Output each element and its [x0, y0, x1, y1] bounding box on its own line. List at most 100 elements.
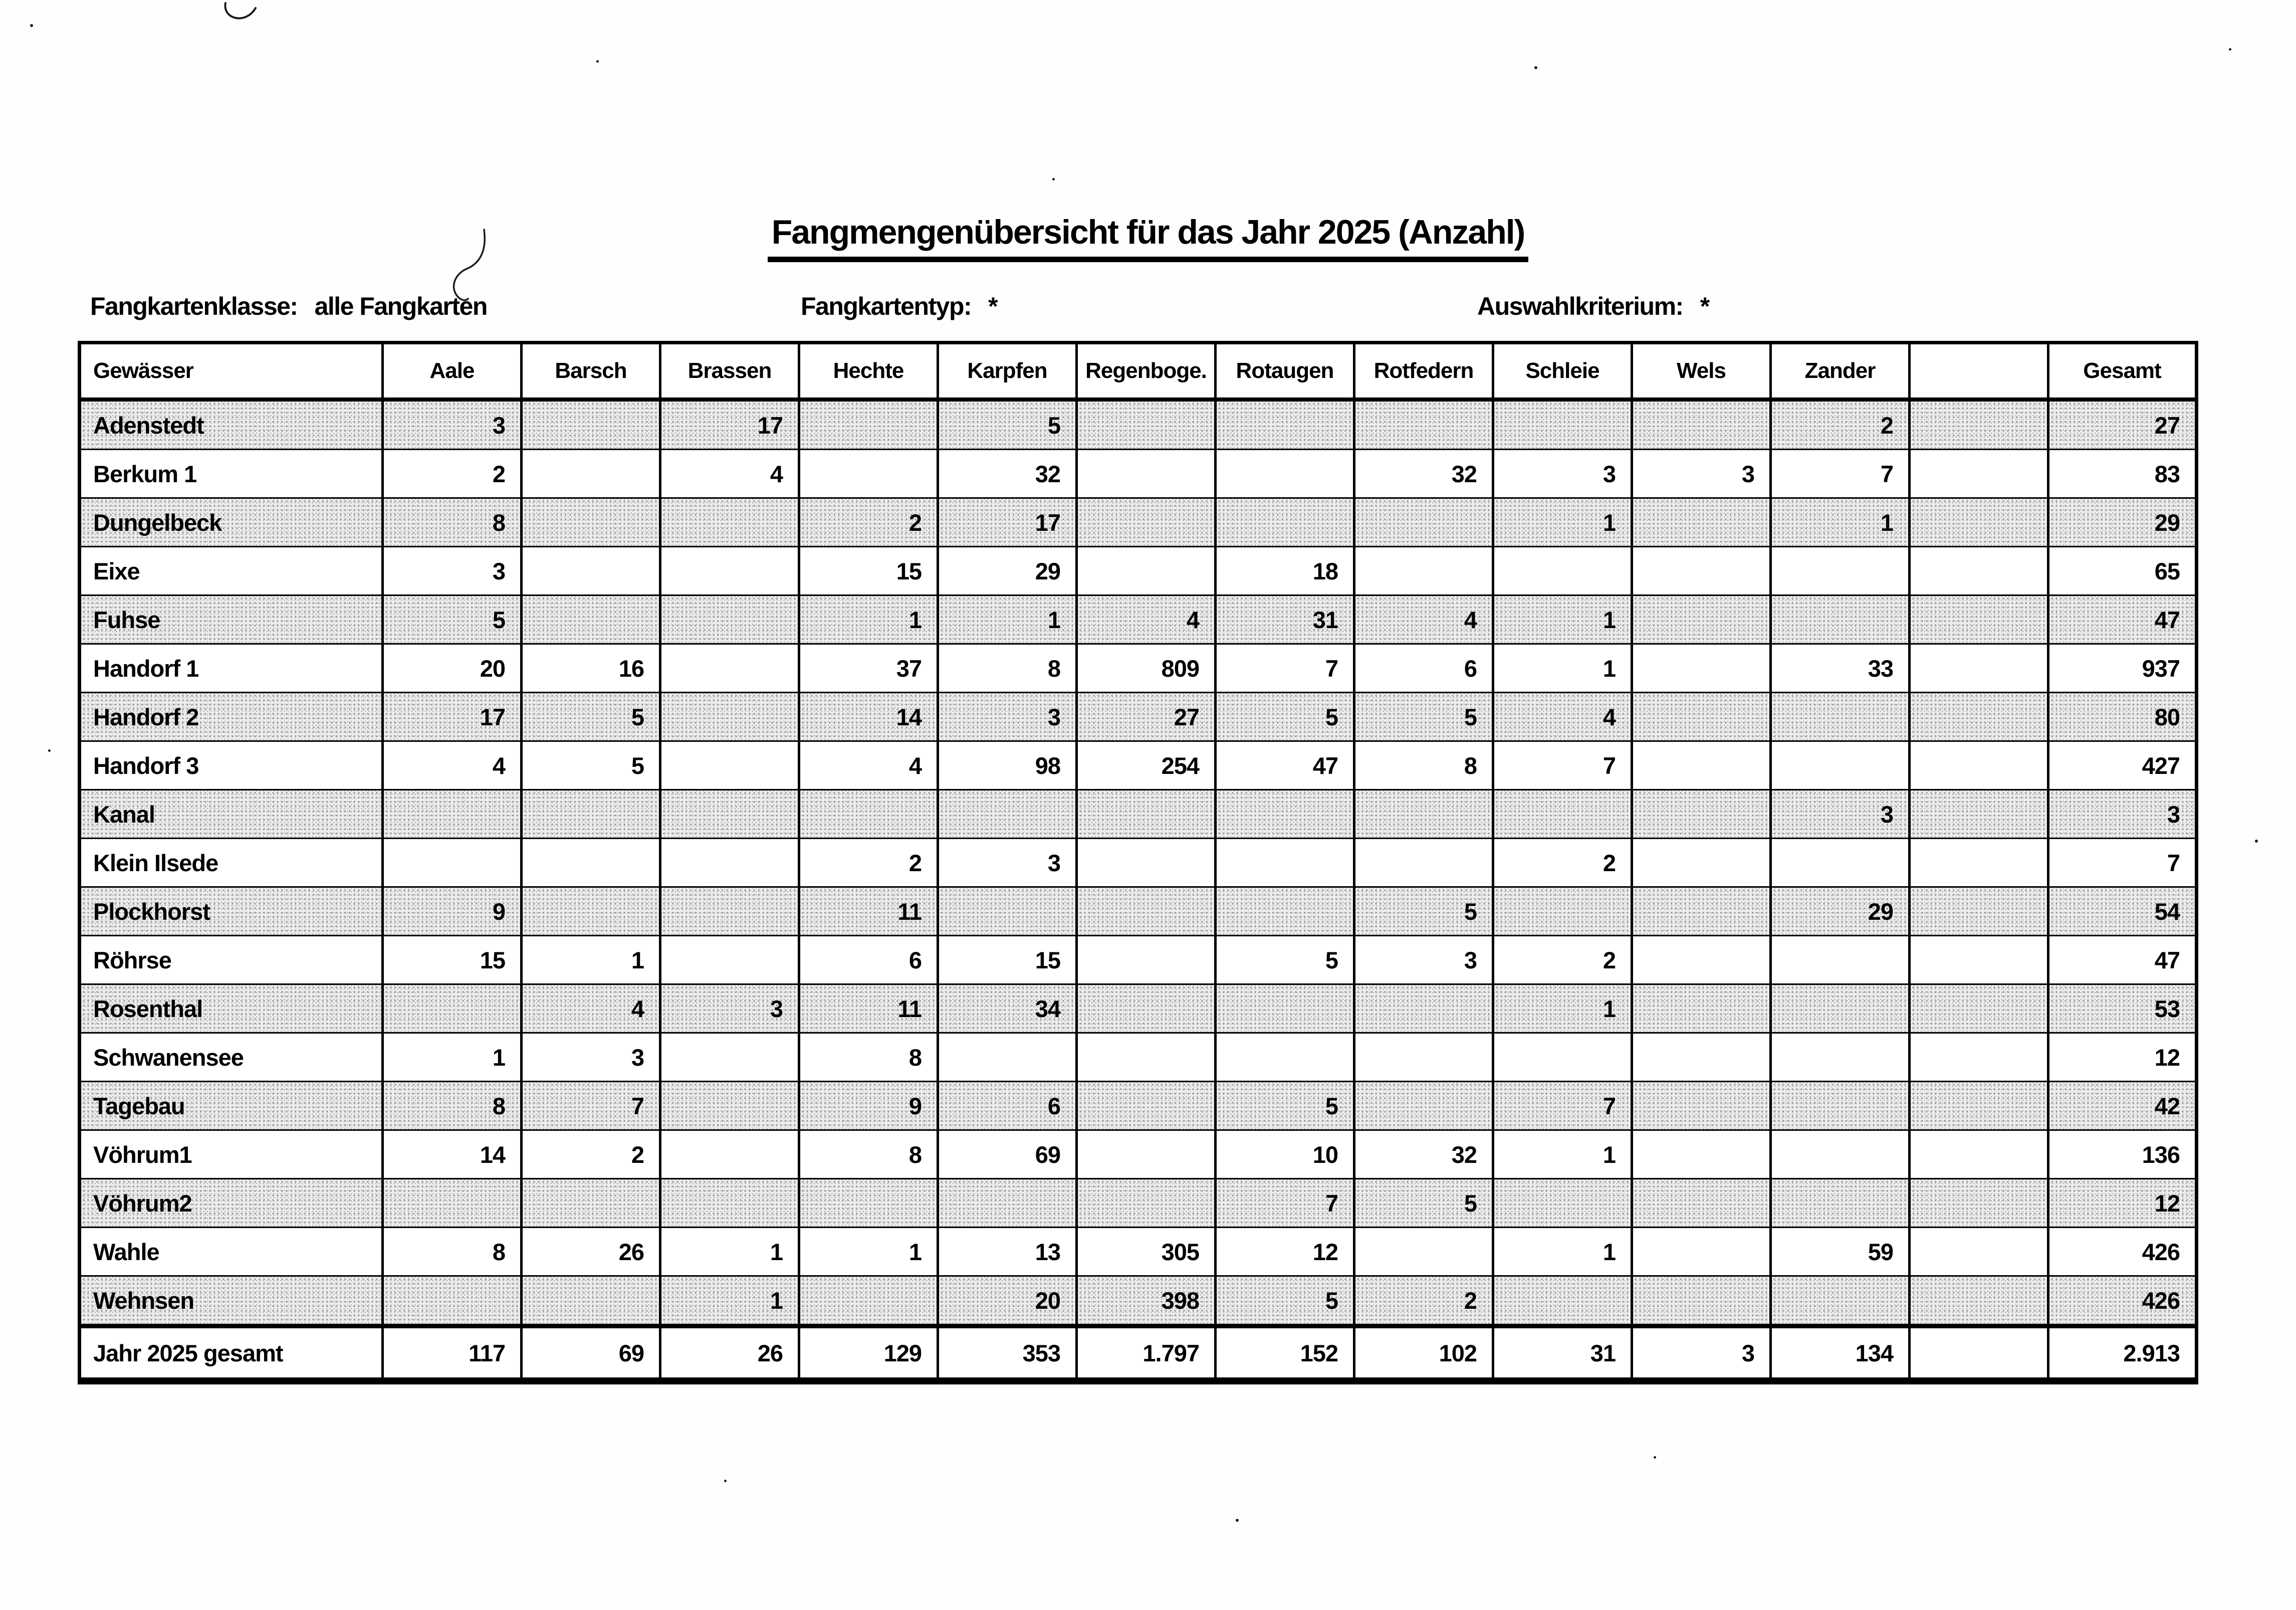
value-cell: [1075, 886, 1217, 936]
value-cell: 3: [1353, 935, 1494, 985]
table-row: Handorf 1 20 16 37 8 809 7 6 1 33 937: [78, 643, 2198, 693]
value-cell: [381, 789, 523, 839]
value-cell: 4: [381, 740, 523, 790]
value-cell: 3: [520, 1032, 661, 1082]
value-cell: [1353, 497, 1494, 547]
value-cell: 8: [798, 1032, 939, 1082]
value-cell: 6: [1353, 643, 1494, 693]
value-cell: [1353, 398, 1494, 450]
scan-speck: [1654, 1456, 1656, 1459]
value-cell: 305: [1075, 1227, 1217, 1277]
value-cell: 15: [798, 546, 939, 596]
table-row: Rosenthal 4 3 11 34 1 53: [78, 983, 2198, 1034]
value-cell: 2: [1492, 838, 1633, 888]
scan-speck: [30, 24, 33, 27]
value-cell: 8: [381, 1227, 523, 1277]
value-cell: [520, 546, 661, 596]
value-cell: [1908, 789, 2049, 839]
value-cell: 29: [937, 546, 1078, 596]
value-cell: 5: [381, 594, 523, 645]
value-cell: [1353, 1081, 1494, 1131]
value-cell: 32: [1353, 449, 1494, 499]
value-cell: [1492, 398, 1633, 450]
column-header-schleie: Schleie: [1492, 341, 1633, 401]
value-cell: [659, 838, 800, 888]
value-cell: 98: [937, 740, 1078, 790]
auswahlkriterium-label: Auswahlkriterium:: [1477, 292, 1684, 320]
value-cell: [1769, 594, 1911, 645]
value-cell: 937: [2047, 643, 2198, 693]
page-title: Fangmengenübersicht für das Jahr 2025 (A…: [767, 213, 1529, 262]
row-label: Tagebau: [78, 1081, 384, 1131]
table-row: Klein Ilsede 2 3 2 7: [78, 838, 2198, 888]
row-label: Handorf 2: [78, 692, 384, 742]
auswahlkriterium-value: *: [1700, 292, 1710, 320]
value-cell: 8: [381, 1081, 523, 1131]
value-cell: 809: [1075, 643, 1217, 693]
value-cell: [1769, 1275, 1911, 1327]
value-cell: [1214, 398, 1355, 450]
value-cell: 18: [1214, 546, 1355, 596]
value-cell: 31: [1214, 594, 1355, 645]
value-cell: [1908, 546, 2049, 596]
value-cell: [1492, 546, 1633, 596]
table-row: Schwanensee 1 3 8 12: [78, 1032, 2198, 1082]
value-cell: 20: [381, 643, 523, 693]
value-cell: [1908, 497, 2049, 547]
row-label: Klein Ilsede: [78, 838, 384, 888]
table-row: Vöhrum2 7 5 12: [78, 1178, 2198, 1228]
table-row: Kanal 3 3: [78, 789, 2198, 839]
value-cell: 34: [937, 983, 1078, 1034]
value-cell: 29: [2047, 497, 2198, 547]
value-cell: [1908, 643, 2049, 693]
value-cell: [520, 497, 661, 547]
value-cell: 1: [1492, 1129, 1633, 1179]
value-cell: [798, 1178, 939, 1228]
value-cell: 17: [937, 497, 1078, 547]
value-cell: [1769, 1032, 1911, 1082]
value-cell: [1214, 1032, 1355, 1082]
value-cell: [1908, 740, 2049, 790]
total-value-cell: 1.797: [1075, 1324, 1217, 1384]
value-cell: [1353, 546, 1494, 596]
value-cell: [1908, 935, 2049, 985]
row-label: Rosenthal: [78, 983, 384, 1034]
value-cell: 1: [659, 1227, 800, 1277]
row-label: Kanal: [78, 789, 384, 839]
row-label: Röhrse: [78, 935, 384, 985]
value-cell: [1631, 692, 1772, 742]
value-cell: [937, 1178, 1078, 1228]
row-label: Handorf 3: [78, 740, 384, 790]
table-row: Dungelbeck 8 2 17 1 1 29: [78, 497, 2198, 547]
value-cell: 1: [1492, 643, 1633, 693]
value-cell: 32: [937, 449, 1078, 499]
value-cell: [1214, 449, 1355, 499]
value-cell: [798, 789, 939, 839]
value-cell: 136: [2047, 1129, 2198, 1179]
total-value-cell: 353: [937, 1324, 1078, 1384]
auswahlkriterium-field: Auswahlkriterium: *: [1477, 292, 1710, 321]
column-header-aale: Aale: [381, 341, 523, 401]
table-row: Adenstedt 3 17 5 2 27: [78, 398, 2198, 450]
column-header-hechte: Hechte: [798, 341, 939, 401]
row-label: Handorf 1: [78, 643, 384, 693]
table-row: Handorf 3 4 5 4 98 254 47 8 7 427: [78, 740, 2198, 790]
value-cell: [1075, 398, 1217, 450]
value-cell: [1631, 838, 1772, 888]
value-cell: 1: [1492, 1227, 1633, 1277]
total-value-cell: 129: [798, 1324, 939, 1384]
value-cell: 254: [1075, 740, 1217, 790]
value-cell: 9: [381, 886, 523, 936]
value-cell: [520, 594, 661, 645]
row-label: Vöhrum1: [78, 1129, 384, 1179]
value-cell: [520, 1178, 661, 1228]
scan-speck: [1052, 178, 1055, 180]
scan-speck: [48, 749, 51, 752]
value-cell: 3: [381, 546, 523, 596]
value-cell: [1075, 983, 1217, 1034]
scan-speck: [1236, 1519, 1239, 1522]
value-cell: [381, 1178, 523, 1228]
value-cell: 47: [1214, 740, 1355, 790]
value-cell: 12: [2047, 1178, 2198, 1228]
